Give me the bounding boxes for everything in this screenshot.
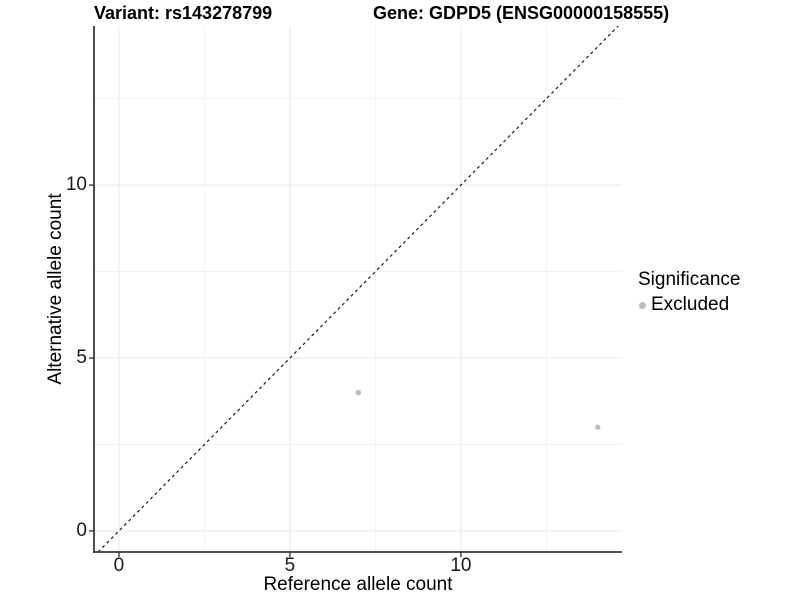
x-tick-label: 5 xyxy=(284,555,296,576)
y-tick-label: 5 xyxy=(76,346,87,368)
legend: Significance Excluded xyxy=(638,269,740,316)
y-axis-title: Alternative allele count xyxy=(45,193,66,385)
x-tick-label: 0 xyxy=(113,555,125,576)
legend-item: Excluded xyxy=(639,294,740,316)
y-tick-label: 0 xyxy=(76,519,87,541)
plot-title-variant: Variant: rs143278799 xyxy=(94,3,273,23)
legend-title: Significance xyxy=(638,269,741,290)
x-axis-title: Reference allele count xyxy=(263,574,453,595)
identity-line xyxy=(97,25,619,553)
plot-title-gene: Gene: GDPD5 (ENSG00000158555) xyxy=(373,3,670,23)
y-tick-label: 10 xyxy=(65,174,87,196)
x-tick-label: 10 xyxy=(450,555,472,576)
legend-key-dot xyxy=(639,301,646,309)
data-point xyxy=(595,424,601,430)
data-point xyxy=(355,389,362,396)
legend-item-label: Excluded xyxy=(651,294,730,315)
